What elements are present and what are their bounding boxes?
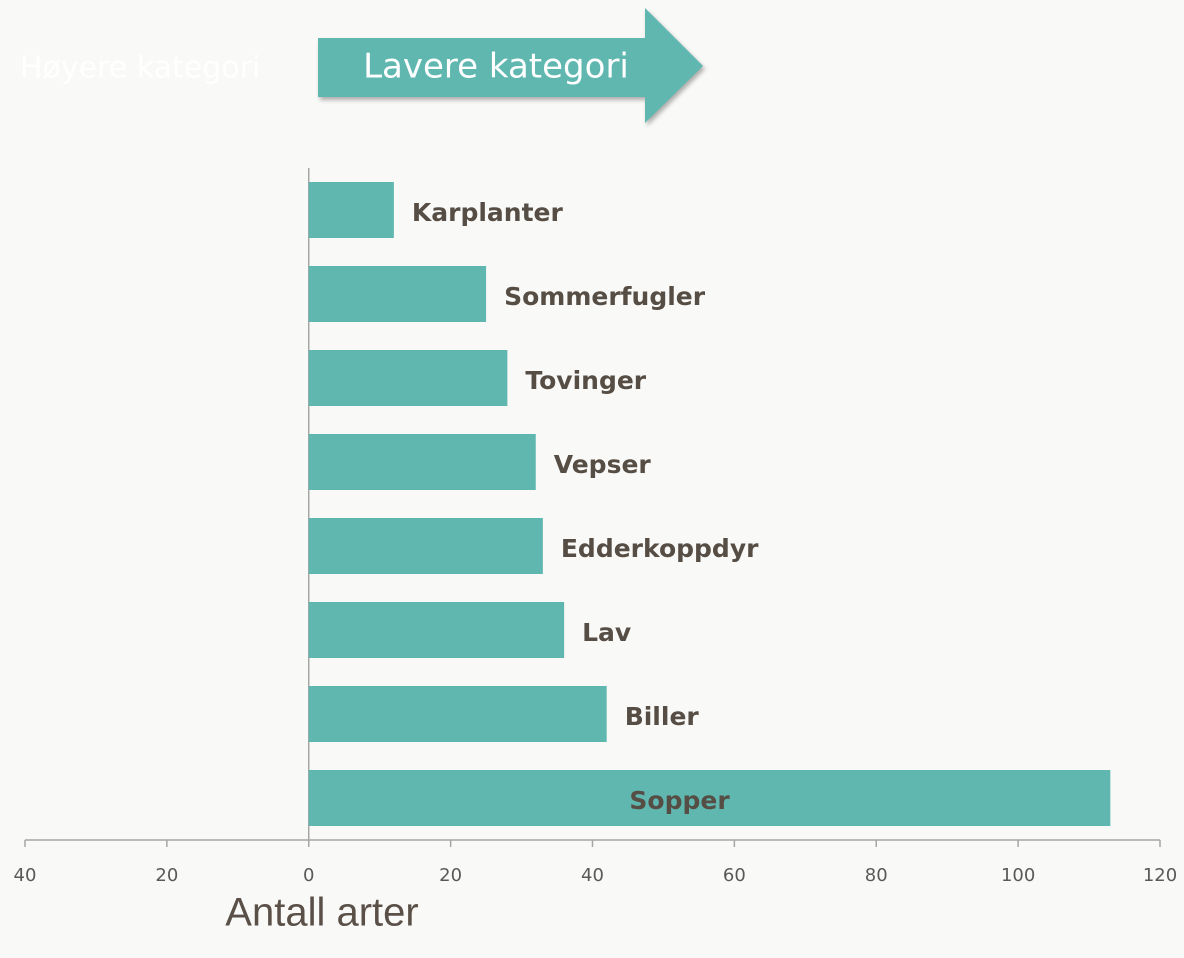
x-tick-label: 40 (581, 865, 604, 886)
bar (308, 770, 1111, 826)
category-label: Lav (582, 618, 631, 647)
arrow (318, 8, 703, 123)
x-axis-label: Antall arter (225, 891, 418, 935)
x-tick-label: 40 (14, 865, 37, 886)
annotation: Lavere kategori (363, 47, 629, 87)
category-label: Tovinger (525, 366, 646, 395)
category-label: Karplanter (412, 198, 564, 227)
x-tick-label: 20 (439, 865, 462, 886)
bar (308, 602, 565, 658)
bar (308, 266, 487, 322)
bar (308, 182, 394, 238)
x-tick-label: 20 (155, 865, 178, 886)
x-tick-label: 80 (865, 865, 888, 886)
category-label: Sopper (629, 786, 730, 815)
category-label: Sommerfugler (504, 282, 706, 311)
bar (308, 434, 536, 490)
x-tick-label: 0 (303, 865, 314, 886)
x-tick-label: 120 (1143, 865, 1177, 886)
annotation: Høyere kategori (20, 51, 260, 86)
category-label: Vepser (554, 450, 652, 479)
category-label: Edderkoppdyr (561, 534, 759, 563)
bar (308, 686, 607, 742)
bar (308, 350, 508, 406)
x-tick-label: 100 (1001, 865, 1035, 886)
x-tick-label: 60 (723, 865, 746, 886)
category-label: Biller (625, 702, 700, 731)
bar (308, 518, 543, 574)
